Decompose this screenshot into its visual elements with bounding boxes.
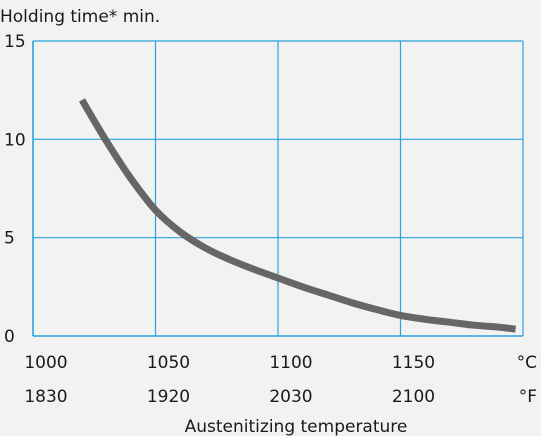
x-tick-label-celsius: 1150 [392, 353, 435, 373]
x-axis-label: Austenitizing temperature [185, 417, 408, 436]
tick-labels: 0 5 10 15 1000 1050 1100 1150 1830 1920 2030 2100 [4, 32, 435, 407]
y-tick-label: 5 [4, 229, 15, 249]
x-tick-label-fahrenheit: 2100 [392, 387, 435, 407]
x-tick-label-celsius: 1050 [147, 353, 190, 373]
x-tick-label-celsius: 1000 [24, 353, 67, 373]
y-tick-label: 15 [4, 32, 26, 52]
y-tick-label: 0 [4, 327, 15, 347]
x-tick-label-celsius: 1100 [269, 353, 312, 373]
y-axis-label: Holding time* min. [0, 7, 160, 27]
x-tick-label-fahrenheit: 1830 [24, 387, 67, 407]
x-tick-label-fahrenheit: 1920 [147, 387, 190, 407]
x-tick-label-fahrenheit: 2030 [269, 387, 312, 407]
x-unit-celsius: °C [517, 353, 537, 373]
x-unit-fahrenheit: °F [519, 387, 537, 407]
series-line-holding-time [78, 98, 516, 333]
chart-grid [32, 40, 524, 337]
y-tick-label: 10 [4, 130, 26, 150]
